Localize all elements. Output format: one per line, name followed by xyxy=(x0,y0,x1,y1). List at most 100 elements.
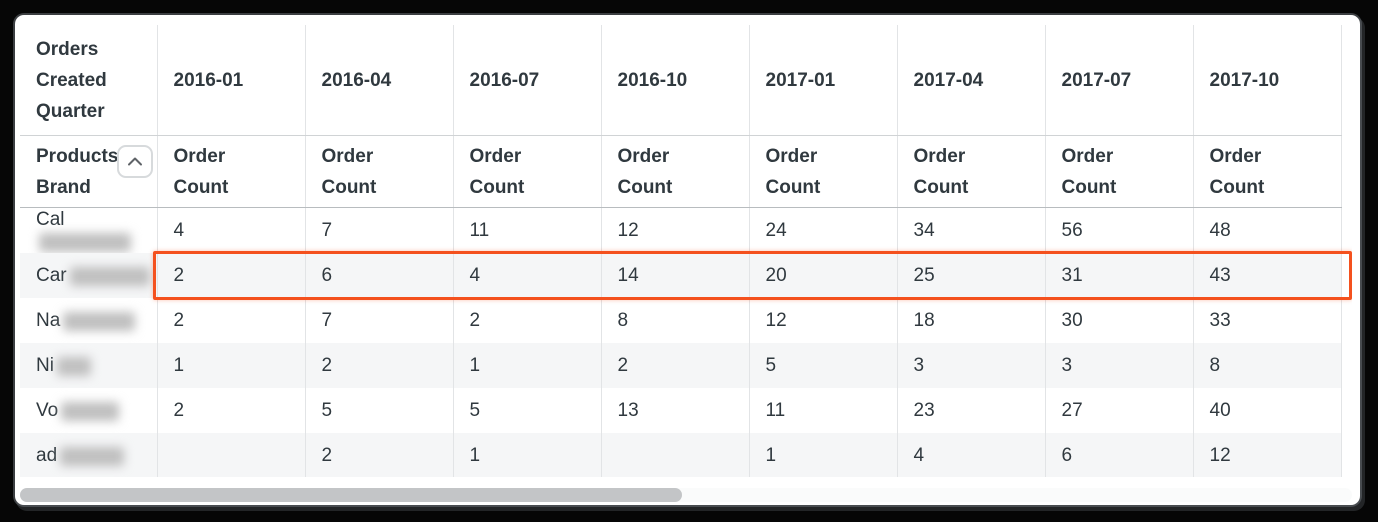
table-scroll-area: Orders Created Quarter 2016-01 2016-04 201… xyxy=(20,25,1352,477)
value-cell: 2 xyxy=(157,253,306,298)
value-cell: 12 xyxy=(749,298,898,343)
brand-cell: Na xyxy=(20,298,158,343)
brand-prefix: Ni xyxy=(36,354,54,376)
value-cell: 6 xyxy=(1045,433,1194,477)
value-cell: 1 xyxy=(157,343,306,388)
measure-header-cell[interactable]: Order Count xyxy=(157,135,306,208)
brand-prefix: ad xyxy=(36,444,58,466)
measure-label: Order Count xyxy=(765,145,821,198)
measure-label: Order Count xyxy=(913,145,969,198)
value-cell xyxy=(601,433,750,477)
value-cell: 12 xyxy=(601,207,750,253)
measure-header-cell[interactable]: Order Count xyxy=(749,135,898,208)
horizontal-scrollbar[interactable] xyxy=(20,488,1352,502)
value-cell: 7 xyxy=(305,207,454,253)
row-dimension-header-cell: Products Brand xyxy=(20,135,158,208)
value-cell: 4 xyxy=(157,207,306,253)
value-cell: 14 xyxy=(601,253,750,298)
measure-label: Order Count xyxy=(321,145,377,198)
value-cell: 11 xyxy=(749,388,898,433)
quarter-header-cell[interactable]: 2016-10 xyxy=(601,25,750,136)
value-cell: 56 xyxy=(1045,207,1194,253)
brand-prefix: Car xyxy=(36,264,67,286)
chevron-up-icon xyxy=(128,157,142,166)
value-cell: 8 xyxy=(601,298,750,343)
value-cell: 11 xyxy=(453,207,602,253)
value-cell: 1 xyxy=(749,433,898,477)
measure-header-cell[interactable]: Order Count xyxy=(453,135,602,208)
quarter-header-cell[interactable]: 2016-07 xyxy=(453,25,602,136)
brand-prefix: Vo xyxy=(36,399,59,421)
brand-cell: Vo xyxy=(20,388,158,433)
value-cell: 4 xyxy=(453,253,602,298)
measure-label: Order Count xyxy=(617,145,673,198)
quarter-header-cell[interactable]: 2017-01 xyxy=(749,25,898,136)
value-cell: 2 xyxy=(157,388,306,433)
pivot-table: Orders Created Quarter 2016-01 2016-04 201… xyxy=(20,25,1342,477)
value-cell: 1 xyxy=(453,343,602,388)
brand-cell: Ni xyxy=(20,343,158,388)
value-cell: 27 xyxy=(1045,388,1194,433)
value-cell: 13 xyxy=(601,388,750,433)
redacted-text xyxy=(69,266,150,286)
value-cell: 43 xyxy=(1193,253,1342,298)
table-row: Na 2 7 2 8 12 18 30 33 xyxy=(20,298,1342,343)
value-cell: 34 xyxy=(897,207,1046,253)
table-row: ad 2 1 1 4 6 12 xyxy=(20,433,1342,477)
measure-header-cell[interactable]: Order Count xyxy=(897,135,1046,208)
table-row: Car 2 6 4 14 20 25 31 43 xyxy=(20,253,1342,298)
value-cell: 2 xyxy=(453,298,602,343)
measure-label: Order Count xyxy=(173,145,229,198)
brand-prefix: Na xyxy=(36,309,61,331)
value-cell: 3 xyxy=(897,343,1046,388)
table-row: Vo 2 5 5 13 11 23 27 40 xyxy=(20,388,1342,433)
redacted-text xyxy=(56,356,91,376)
value-cell: 30 xyxy=(1045,298,1194,343)
redacted-text xyxy=(60,446,125,466)
table-row: Ni 1 2 1 2 5 3 3 8 xyxy=(20,343,1342,388)
corner-header-label: Orders Created Quarter xyxy=(36,38,107,122)
corner-header-cell: Orders Created Quarter xyxy=(20,25,158,136)
quarter-header-cell[interactable]: 2017-04 xyxy=(897,25,1046,136)
value-cell xyxy=(157,433,306,477)
measure-label: Order Count xyxy=(1061,145,1117,198)
value-cell: 5 xyxy=(749,343,898,388)
quarter-header-cell[interactable]: 2017-07 xyxy=(1045,25,1194,136)
value-cell: 2 xyxy=(305,343,454,388)
brand-cell: ad xyxy=(20,433,158,477)
table-row: Cal 4 7 11 12 24 34 56 48 xyxy=(20,207,1342,253)
value-cell: 23 xyxy=(897,388,1046,433)
value-cell: 2 xyxy=(601,343,750,388)
value-cell: 12 xyxy=(1193,433,1342,477)
value-cell: 24 xyxy=(749,207,898,253)
value-cell: 5 xyxy=(453,388,602,433)
quarter-header-cell[interactable]: 2017-10 xyxy=(1193,25,1342,136)
brand-prefix: Cal xyxy=(36,208,65,230)
value-cell: 3 xyxy=(1045,343,1194,388)
quarter-header-cell[interactable]: 2016-01 xyxy=(157,25,306,136)
value-cell: 33 xyxy=(1193,298,1342,343)
value-cell: 8 xyxy=(1193,343,1342,388)
value-cell: 48 xyxy=(1193,207,1342,253)
value-cell: 40 xyxy=(1193,388,1342,433)
measure-header-cell[interactable]: Order Count xyxy=(1045,135,1194,208)
brand-cell: Cal xyxy=(20,207,158,253)
value-cell: 7 xyxy=(305,298,454,343)
measure-header-cell[interactable]: Order Count xyxy=(1193,135,1342,208)
measure-header-row: Products Brand Order Count Order Count Ord… xyxy=(20,135,1342,208)
redacted-text xyxy=(39,232,131,252)
quarter-header-cell[interactable]: 2016-04 xyxy=(305,25,454,136)
measure-label: Order Count xyxy=(469,145,525,198)
value-cell: 25 xyxy=(897,253,1046,298)
measure-header-cell[interactable]: Order Count xyxy=(305,135,454,208)
value-cell: 1 xyxy=(453,433,602,477)
value-cell: 6 xyxy=(305,253,454,298)
scrollbar-thumb[interactable] xyxy=(20,488,682,502)
value-cell: 2 xyxy=(305,433,454,477)
measure-header-cell[interactable]: Order Count xyxy=(601,135,750,208)
sort-button[interactable] xyxy=(117,145,153,178)
redacted-text xyxy=(61,401,120,421)
redacted-text xyxy=(63,311,136,331)
row-dimension-label: Products Brand xyxy=(36,145,119,198)
